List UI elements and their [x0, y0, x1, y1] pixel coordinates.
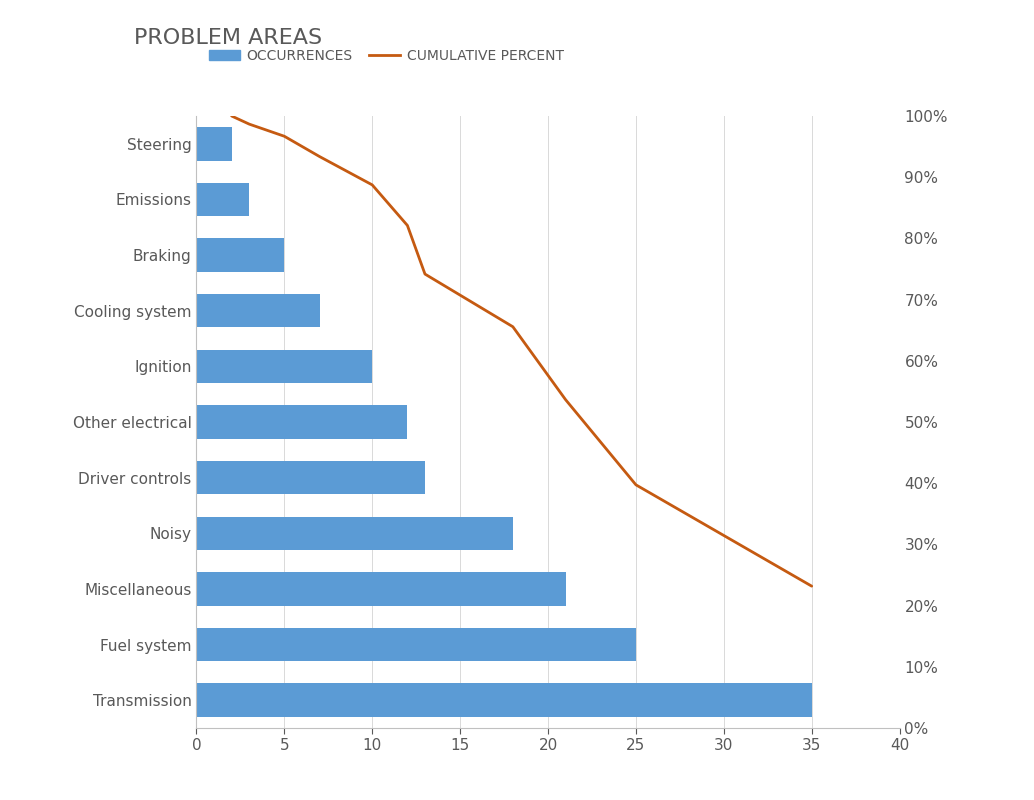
- Bar: [196, 683, 812, 717]
- Bar: [196, 127, 232, 161]
- Bar: [196, 406, 407, 438]
- Legend: OCCURRENCES, CUMULATIVE PERCENT: OCCURRENCES, CUMULATIVE PERCENT: [204, 43, 570, 69]
- Bar: [196, 628, 636, 662]
- Bar: [196, 294, 320, 327]
- Bar: [196, 461, 425, 494]
- Bar: [196, 238, 284, 272]
- Bar: [196, 350, 372, 383]
- Text: PROBLEM AREAS: PROBLEM AREAS: [134, 28, 323, 48]
- Bar: [196, 182, 249, 216]
- Bar: [196, 517, 513, 550]
- Bar: [196, 572, 566, 606]
